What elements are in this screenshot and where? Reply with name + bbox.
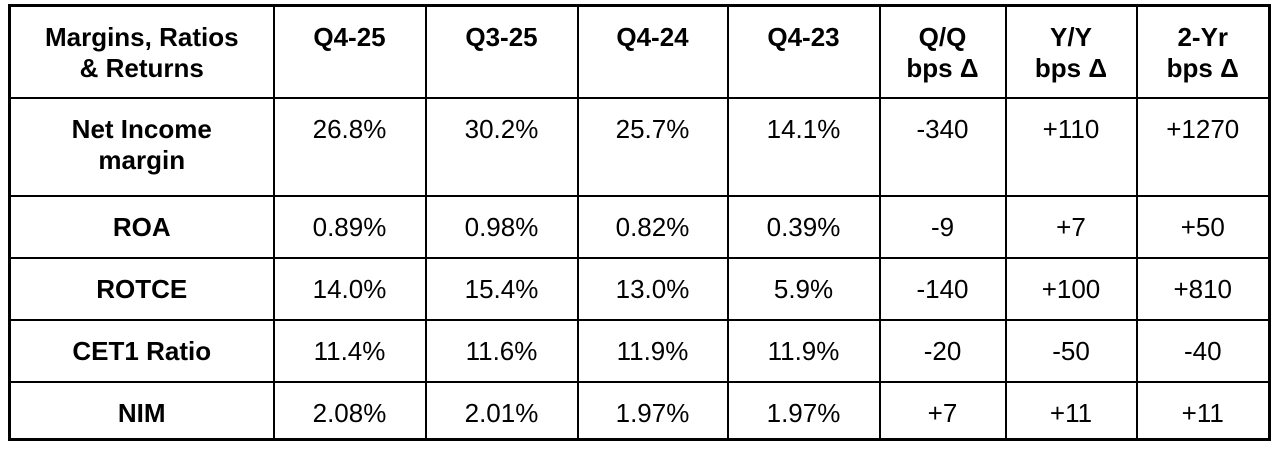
- table-cell: -9: [878, 194, 1007, 259]
- table-cell: 1.97%: [576, 380, 729, 441]
- table-cell: 15.4%: [424, 256, 579, 321]
- table-row-roa: ROA 0.89% 0.98% 0.82% 0.39% -9 +7 +50: [8, 194, 1271, 259]
- column-header-q4-23: Q4-23: [726, 4, 881, 99]
- table-cell: +11: [1004, 380, 1138, 441]
- table-cell: +50: [1135, 194, 1271, 259]
- table-cell: +1270: [1135, 96, 1271, 197]
- column-header-q4-24: Q4-24: [576, 4, 729, 99]
- table-cell: 11.9%: [726, 318, 881, 383]
- row-label-nim: NIM: [8, 380, 275, 441]
- table-cell: 25.7%: [576, 96, 729, 197]
- column-header-2yr-bps-delta: 2-Yr bps Δ: [1135, 4, 1271, 99]
- table-cell: -340: [878, 96, 1007, 197]
- table-cell: -140: [878, 256, 1007, 321]
- table-cell: 2.01%: [424, 380, 579, 441]
- table-cell: -20: [878, 318, 1007, 383]
- row-label-net-income-margin: Net Income margin: [8, 96, 275, 197]
- table-cell: 11.4%: [272, 318, 427, 383]
- table-cell: +810: [1135, 256, 1271, 321]
- table-cell: 13.0%: [576, 256, 729, 321]
- table-cell: 14.1%: [726, 96, 881, 197]
- column-header-qq-bps-delta: Q/Q bps Δ: [878, 4, 1007, 99]
- table-cell: +11: [1135, 380, 1271, 441]
- table-cell: 11.9%: [576, 318, 729, 383]
- table-cell: 14.0%: [272, 256, 427, 321]
- table-cell: 0.89%: [272, 194, 427, 259]
- table-cell: +7: [1004, 194, 1138, 259]
- table-row-cet1-ratio: CET1 Ratio 11.4% 11.6% 11.9% 11.9% -20 -…: [8, 318, 1271, 383]
- table-cell: 5.9%: [726, 256, 881, 321]
- table-cell: 0.98%: [424, 194, 579, 259]
- row-label-rotce: ROTCE: [8, 256, 275, 321]
- table-cell: +7: [878, 380, 1007, 441]
- table-cell: 11.6%: [424, 318, 579, 383]
- table-cell: -50: [1004, 318, 1138, 383]
- table-cell: 30.2%: [424, 96, 579, 197]
- column-header-q4-25: Q4-25: [272, 4, 427, 99]
- table-cell: +100: [1004, 256, 1138, 321]
- table-header-row: Margins, Ratios & Returns Q4-25 Q3-25 Q4…: [8, 4, 1271, 99]
- row-label-cet1-ratio: CET1 Ratio: [8, 318, 275, 383]
- table-cell: 26.8%: [272, 96, 427, 197]
- column-header-title: Margins, Ratios & Returns: [8, 4, 275, 99]
- table-row-nim: NIM 2.08% 2.01% 1.97% 1.97% +7 +11 +11: [8, 380, 1271, 441]
- table-cell: 2.08%: [272, 380, 427, 441]
- table-row-net-income-margin: Net Income margin 26.8% 30.2% 25.7% 14.1…: [8, 96, 1271, 197]
- table-row-rotce: ROTCE 14.0% 15.4% 13.0% 5.9% -140 +100 +…: [8, 256, 1271, 321]
- table-cell: 0.39%: [726, 194, 881, 259]
- table-cell: +110: [1004, 96, 1138, 197]
- margins-ratios-returns-table: Margins, Ratios & Returns Q4-25 Q3-25 Q4…: [8, 4, 1271, 441]
- column-header-yy-bps-delta: Y/Y bps Δ: [1004, 4, 1138, 99]
- column-header-q3-25: Q3-25: [424, 4, 579, 99]
- table-cell: -40: [1135, 318, 1271, 383]
- table-cell: 0.82%: [576, 194, 729, 259]
- row-label-roa: ROA: [8, 194, 275, 259]
- table-cell: 1.97%: [726, 380, 881, 441]
